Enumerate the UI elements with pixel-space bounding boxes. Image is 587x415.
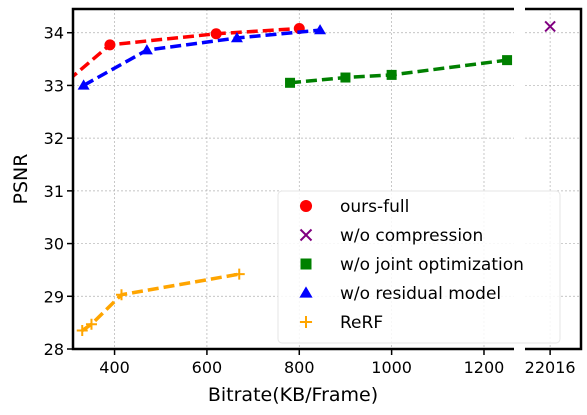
y-tick-label: 29 — [44, 287, 64, 306]
legend-label-rerf: ReRF — [340, 313, 383, 333]
x-tick-label: 1000 — [371, 358, 412, 377]
legend-marker-w-o-compression — [299, 228, 313, 242]
y-tick-label: 34 — [44, 24, 64, 43]
series-line-ours-full — [73, 26, 300, 79]
data-point-w-o-joint-optimization — [285, 77, 296, 88]
axes — [71, 7, 583, 351]
data-point-ours-full — [210, 28, 222, 40]
x-break-tick-label: 22016 — [525, 358, 576, 377]
series-w-o-compression — [544, 20, 556, 33]
legend-label-w-o-joint-optimization: w/o joint optimization — [340, 255, 524, 275]
legend-label-ours-full: ours-full — [340, 197, 409, 217]
break-axes-frame — [525, 7, 583, 351]
ticks: 28 29 30 31 32 33 34 400 600 800 1000 1200 22016 — [44, 24, 576, 377]
data-point-w-o-joint-optimization — [340, 72, 351, 83]
y-axis-label: PSNR — [10, 154, 32, 205]
series-w-o-residual-model — [77, 24, 327, 90]
data-point-rerf — [115, 289, 127, 301]
y-tick-label: 33 — [44, 76, 64, 95]
legend-marker-rerf — [299, 315, 313, 329]
y-tick-label: 28 — [44, 340, 64, 359]
y-tick-label: 32 — [44, 129, 64, 148]
series-line-w-o-joint-optimization — [289, 58, 508, 85]
data-point-w-o-joint-optimization — [386, 69, 397, 80]
x-tick-label: 1200 — [464, 358, 505, 377]
data-point-w-o-residual-model — [314, 24, 327, 35]
series-line-w-o-residual-model — [82, 28, 321, 87]
legend-marker-w-o-residual-model — [299, 286, 313, 298]
y-tick-label: 31 — [44, 182, 64, 201]
legend-marker-w-o-joint-optimization — [300, 258, 312, 270]
data-point-rerf — [85, 318, 97, 330]
legend-label-w-o-compression: w/o compression — [340, 226, 483, 246]
series-break-area — [544, 20, 556, 33]
series-line-rerf — [81, 272, 240, 332]
main-axes-frame — [71, 7, 514, 351]
legend-box — [277, 190, 561, 344]
data-point-rerf — [233, 268, 245, 280]
x-axis-label: Bitrate(KB/Frame) — [208, 384, 378, 406]
data-point-w-o-residual-model — [140, 44, 153, 55]
data-point-rerf — [76, 325, 88, 337]
y-tick-label: 30 — [44, 235, 64, 254]
legend-label-w-o-residual-model: w/o residual model — [340, 284, 501, 304]
x-tick-label: 600 — [192, 358, 223, 377]
series-rerf — [76, 268, 245, 337]
series-w-o-joint-optimization — [285, 55, 513, 88]
data-point-w-o-residual-model — [77, 79, 90, 90]
x-tick-label: 400 — [99, 358, 130, 377]
legend-marker-ours-full — [299, 199, 313, 213]
series-main-area — [73, 23, 513, 337]
data-point-w-o-joint-optimization — [502, 55, 513, 66]
legend: ours-full w/o compression w/o joint optimi… — [277, 190, 561, 344]
data-point-ours-full — [104, 39, 116, 51]
data-point-w-o-residual-model — [230, 31, 243, 43]
data-point-w-o-compression — [544, 20, 556, 33]
x-tick-label: 800 — [284, 358, 315, 377]
